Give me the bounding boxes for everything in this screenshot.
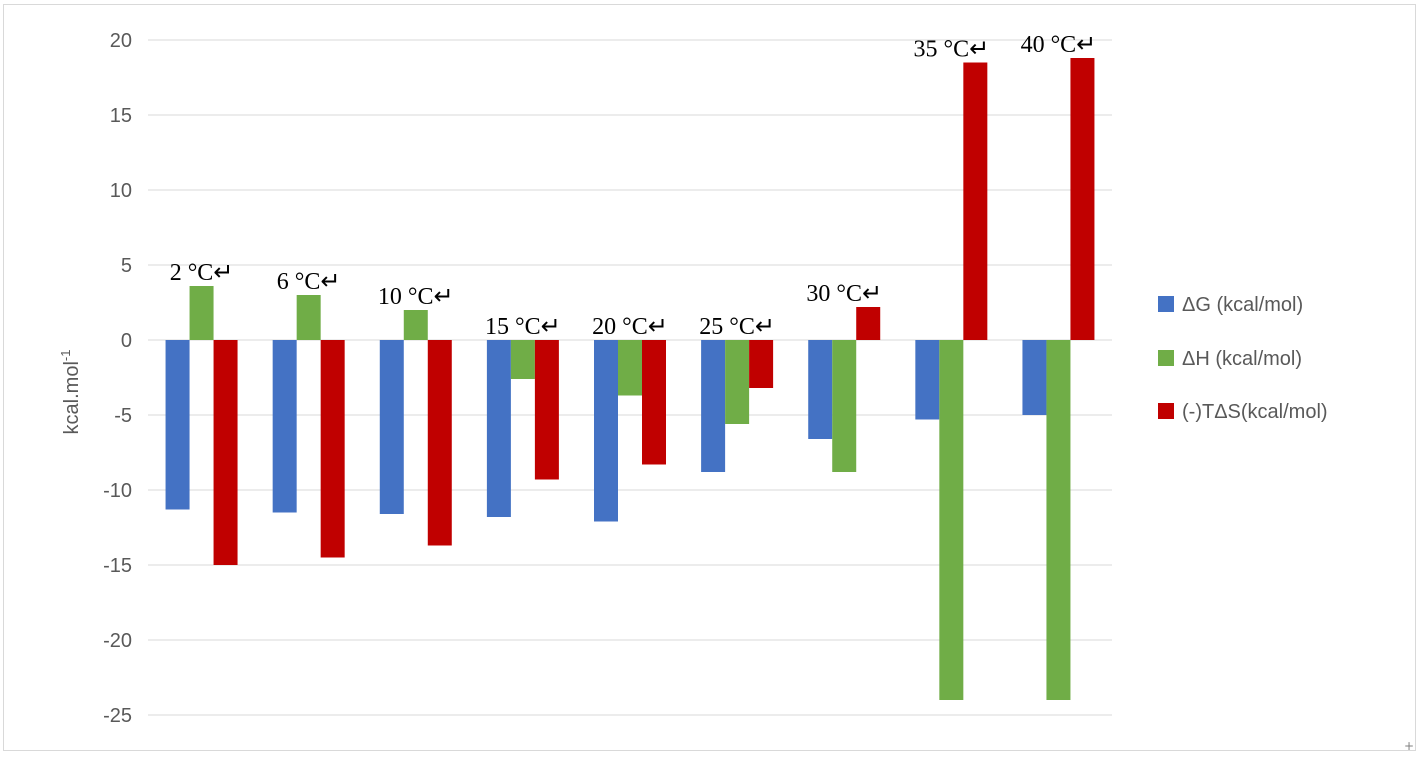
y-tick-label: -5 <box>114 405 132 427</box>
tds-bar <box>1070 58 1095 340</box>
y-tick-label: -25 <box>103 705 132 727</box>
dg-bar <box>379 340 404 514</box>
temperature-label: 15 °C↵ <box>485 314 561 340</box>
y-tick-label: -20 <box>103 630 132 652</box>
legend-swatch <box>1158 403 1174 419</box>
tds-bar <box>749 340 774 388</box>
legend-label: ΔH (kcal/mol) <box>1182 348 1302 370</box>
temperature-label: 25 °C↵ <box>699 314 775 340</box>
legend-label: (-)TΔS(kcal/mol) <box>1182 401 1328 423</box>
temperature-label: 40 °C↵ <box>1021 32 1097 58</box>
temperature-label: 20 °C↵ <box>592 314 668 340</box>
y-tick-label: 15 <box>110 105 132 127</box>
dh-bar <box>403 310 428 340</box>
dg-bar <box>1022 340 1047 415</box>
legend-swatch <box>1158 296 1174 312</box>
dg-bar <box>808 340 833 439</box>
legend-swatch <box>1158 350 1174 366</box>
y-tick-label: 0 <box>121 330 132 352</box>
y-axis-title-main: kcal.mol <box>61 361 83 434</box>
y-axis-title: kcal.mol-1 <box>58 350 83 435</box>
y-tick-label: -15 <box>103 555 132 577</box>
corner-mark: + <box>1403 739 1414 753</box>
temperature-label: 30 °C↵ <box>806 281 882 307</box>
y-axis-title-superscript: -1 <box>58 350 73 362</box>
dg-bar <box>486 340 511 517</box>
temperature-label: 35 °C↵ <box>913 37 989 63</box>
y-tick-label: 5 <box>121 255 132 277</box>
dh-bar <box>725 340 750 424</box>
dh-bar <box>1046 340 1071 700</box>
y-tick-label: 20 <box>110 30 132 52</box>
temperature-label: 6 °C↵ <box>277 269 341 295</box>
y-tick-label: 10 <box>110 180 132 202</box>
tds-bar <box>963 62 988 340</box>
dg-bar <box>594 340 618 522</box>
y-tick-labels: 20 15 10 5 0 -5 -10 -15 -20 -25 <box>103 30 132 727</box>
tds-bar <box>534 340 559 480</box>
bars <box>165 58 1095 700</box>
legend: ΔG (kcal/mol) ΔH (kcal/mol) (-)TΔS(kcal/mo… <box>1158 294 1328 423</box>
legend-label: ΔG (kcal/mol) <box>1182 294 1303 316</box>
tds-bar <box>856 307 881 340</box>
tds-bar <box>320 340 345 558</box>
dh-bar <box>510 340 535 379</box>
tds-bar <box>427 340 452 546</box>
tds-bar <box>642 340 666 465</box>
temperature-label: 10 °C↵ <box>378 284 454 310</box>
dg-bar <box>701 340 726 472</box>
dh-bar <box>832 340 857 472</box>
dg-bar <box>272 340 297 513</box>
dh-bar <box>939 340 964 700</box>
y-tick-label: -10 <box>103 480 132 502</box>
tds-bar <box>213 340 238 565</box>
dg-bar <box>915 340 940 420</box>
dh-bar <box>296 295 321 340</box>
temperature-labels: 2 °C↵ 6 °C↵ 10 °C↵ 15 °C↵ 20 °C↵ 25 °C↵ 30 °C↵… <box>170 32 1097 340</box>
dh-bar <box>618 340 642 396</box>
temperature-label: 2 °C↵ <box>170 260 234 286</box>
dg-bar <box>165 340 190 510</box>
dh-bar <box>189 286 214 340</box>
